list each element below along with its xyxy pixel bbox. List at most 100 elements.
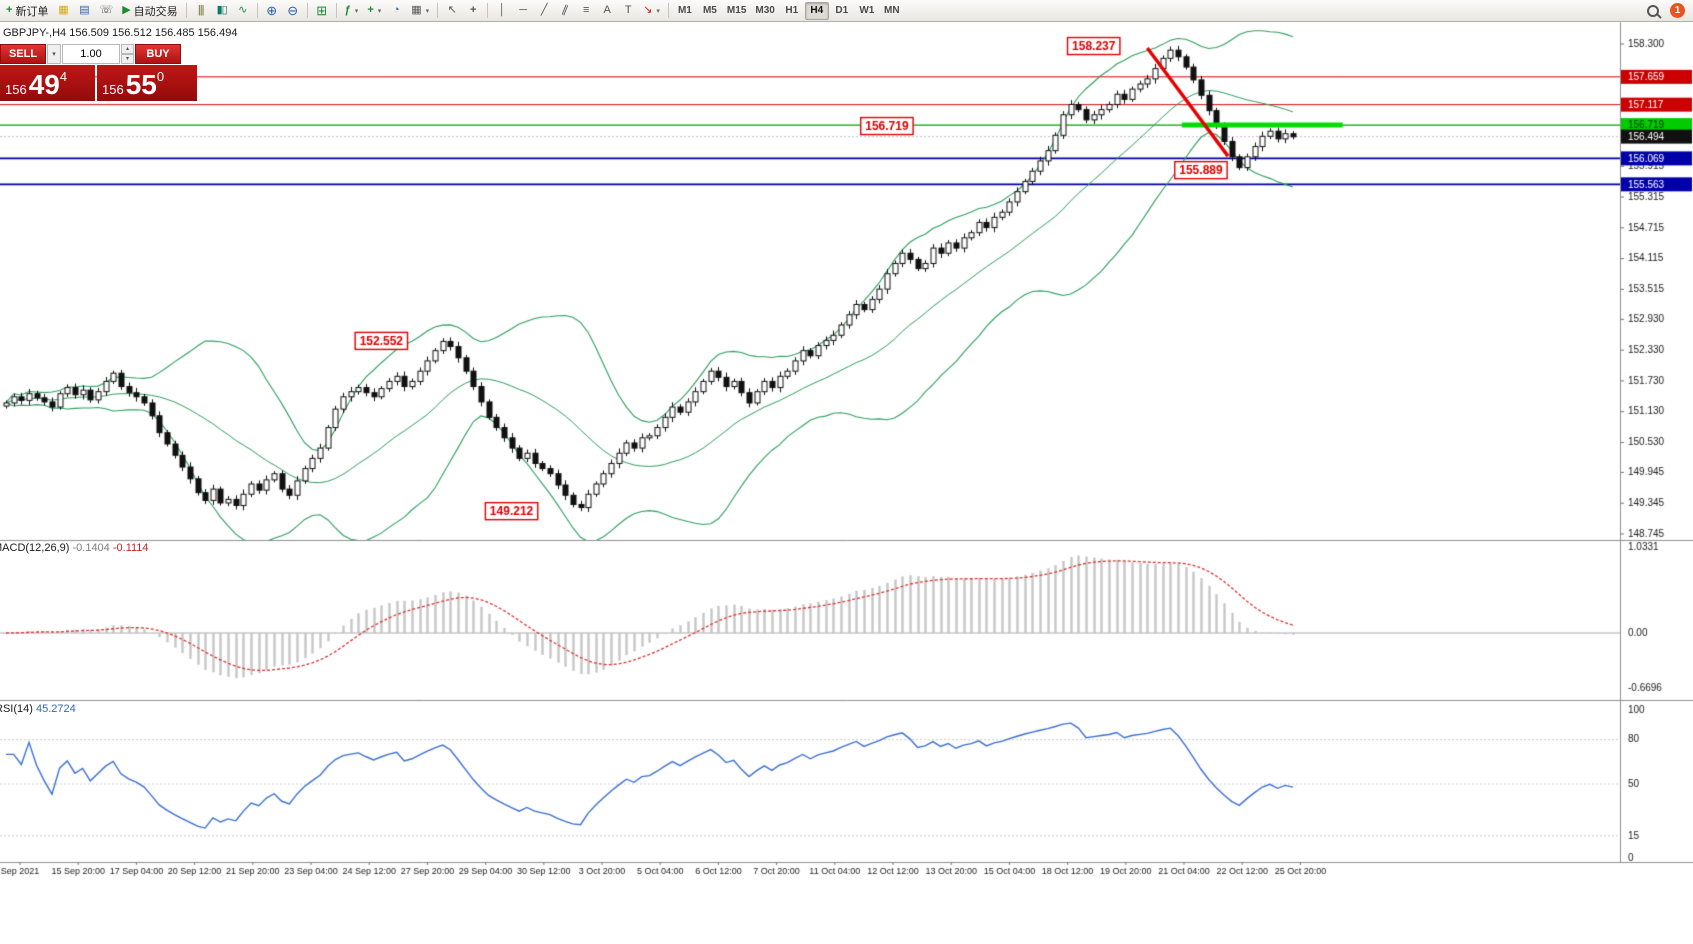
toolbar-separator <box>667 3 669 18</box>
new-chart-icon: ▦ <box>58 4 69 16</box>
search-button[interactable] <box>1643 2 1663 20</box>
zoom-out-button[interactable]: ⊖ <box>283 2 303 20</box>
chevron-down-icon: ▾ <box>656 7 660 15</box>
sell-price-big: 49 <box>28 69 60 101</box>
chart-title: GBPJPY-,H4 156.509 156.512 156.485 156.4… <box>3 27 238 39</box>
timeframe-button-m15[interactable]: M15 <box>723 2 750 20</box>
add-chart-icon: + <box>367 4 374 16</box>
support-button[interactable]: ☏ <box>95 2 117 20</box>
timeframe-button-m1[interactable]: M1 <box>673 2 697 20</box>
timeframe-button-h1[interactable]: H1 <box>780 2 804 20</box>
volume-input[interactable] <box>62 44 120 64</box>
arrows-tool-button[interactable]: ↘ ▾ <box>639 2 664 20</box>
label-tool-button[interactable]: T <box>618 2 638 20</box>
rsi-name: RSI(14) <box>0 703 33 715</box>
toolbar-separator <box>437 3 439 18</box>
macd-signal-value: -0.1114 <box>112 542 149 554</box>
chevron-down-icon: ▾ <box>354 7 359 15</box>
autotrading-label: 自动交易 <box>133 5 178 18</box>
fibonacci-button[interactable]: ≡ <box>576 2 596 20</box>
zoom-out-icon: ⊖ <box>287 3 299 18</box>
indicators-button[interactable]: ƒ ▾ <box>341 2 363 20</box>
toolbar-separator <box>487 3 489 18</box>
profiles-icon: ▤ <box>79 4 90 16</box>
cursor-icon: ↖ <box>447 4 457 16</box>
toolbar-separator <box>335 3 337 18</box>
candlestick-chart-button[interactable]: ▮▯ <box>212 2 232 20</box>
zoom-in-button[interactable]: ⊕ <box>262 2 282 20</box>
channel-button[interactable]: ∥ <box>555 2 575 20</box>
toolbar: + 新订单 ▦ ▤ ☏ ▶ 自动交易 ||| ▮▯ ∿ ⊕ ⊖ ⊞ ƒ ▾ + … <box>0 0 1693 22</box>
volume-stepper: ▴ ▾ <box>121 44 134 64</box>
clock-icon: ◔ <box>392 4 400 16</box>
timeframe-button-w1[interactable]: W1 <box>855 2 879 20</box>
sell-price-sup: 4 <box>59 69 68 84</box>
horizontal-line-icon: ─ <box>519 4 528 16</box>
one-click-trading-panel: SELL ▾ ▴ ▾ BUY 156 49 4 156 55 0 <box>0 44 200 101</box>
toolbar-separator <box>306 3 308 18</box>
trendline-button[interactable]: ╱ <box>534 2 554 20</box>
toolbar-separator <box>256 3 258 18</box>
buy-price-sup: 0 <box>156 69 165 84</box>
tile-windows-icon: ⊞ <box>316 3 328 18</box>
headset-icon: ☏ <box>99 4 114 16</box>
chevron-down-icon: ▾ <box>425 7 430 15</box>
buy-price-box[interactable]: 156 55 0 <box>97 65 197 101</box>
label-tool-icon: T <box>624 4 632 16</box>
line-chart-icon: ∿ <box>238 4 248 16</box>
volume-down-button[interactable]: ▾ <box>121 54 134 64</box>
autotrading-play-icon: ▶ <box>122 4 131 16</box>
line-chart-button[interactable]: ∿ <box>233 2 253 20</box>
horizontal-line-button[interactable]: ─ <box>513 2 533 20</box>
bar-chart-icon: ||| <box>197 4 205 16</box>
period-clock-button[interactable]: ◔ <box>386 2 406 20</box>
notification-badge[interactable]: 1 <box>1670 3 1685 18</box>
vertical-line-icon: │ <box>498 4 506 16</box>
trendline-icon: ╱ <box>540 4 548 16</box>
templates-icon: ▦ <box>411 4 422 16</box>
macd-name: MACD(12,26,9) <box>0 542 70 554</box>
indicators-icon: ƒ <box>344 4 351 16</box>
volume-dropdown-button[interactable]: ▾ <box>47 44 61 64</box>
channel-icon: ∥ <box>560 3 571 17</box>
sell-price-box[interactable]: 156 49 4 <box>0 65 95 101</box>
timeframe-button-m5[interactable]: M5 <box>698 2 722 20</box>
arrows-tool-icon: ↘ <box>643 4 653 16</box>
chevron-down-icon: ▾ <box>377 7 382 15</box>
buy-button[interactable]: BUY <box>135 44 181 64</box>
add-chart-button[interactable]: + ▾ <box>363 2 385 20</box>
macd-indicator-label: MACD(12,26,9) -0.1404 -0.1114 <box>0 542 149 554</box>
timeframe-button-h4[interactable]: H4 <box>804 1 829 20</box>
sell-button[interactable]: SELL <box>0 44 46 64</box>
templates-button[interactable]: ▦ ▾ <box>407 2 433 20</box>
timeframe-button-d1[interactable]: D1 <box>830 2 854 20</box>
fibonacci-icon: ≡ <box>582 4 590 16</box>
rsi-value: 45.2724 <box>35 703 76 715</box>
tile-windows-button[interactable]: ⊞ <box>312 2 332 20</box>
rsi-indicator-label: RSI(14) 45.2724 <box>0 703 76 715</box>
text-tool-button[interactable]: A <box>597 2 617 20</box>
cursor-button[interactable]: ↖ <box>442 2 462 20</box>
macd-main-value: -0.1404 <box>72 542 110 554</box>
text-tool-icon: A <box>603 4 611 16</box>
toolbar-separator <box>185 3 187 18</box>
profiles-button[interactable]: ▤ <box>74 2 94 20</box>
crosshair-button[interactable]: + <box>463 2 483 20</box>
crosshair-icon: + <box>469 4 477 16</box>
timeframe-button-mn[interactable]: MN <box>880 2 904 20</box>
buy-price-prefix: 156 <box>102 81 124 97</box>
timeframe-button-m30[interactable]: M30 <box>751 2 778 20</box>
candlestick-icon: ▮▯ <box>216 4 228 16</box>
sell-price-prefix: 156 <box>5 81 27 97</box>
new-order-icon: + <box>6 4 13 16</box>
buy-price-big: 55 <box>125 69 157 101</box>
new-order-button[interactable]: + 新订单 <box>2 2 52 20</box>
vertical-line-button[interactable]: │ <box>492 2 512 20</box>
autotrading-button[interactable]: ▶ 自动交易 <box>118 2 181 20</box>
bar-chart-button[interactable]: ||| <box>191 2 211 20</box>
new-chart-button[interactable]: ▦ <box>53 2 73 20</box>
search-icon <box>1647 4 1659 17</box>
zoom-in-icon: ⊕ <box>266 3 278 18</box>
volume-up-button[interactable]: ▴ <box>121 44 134 54</box>
